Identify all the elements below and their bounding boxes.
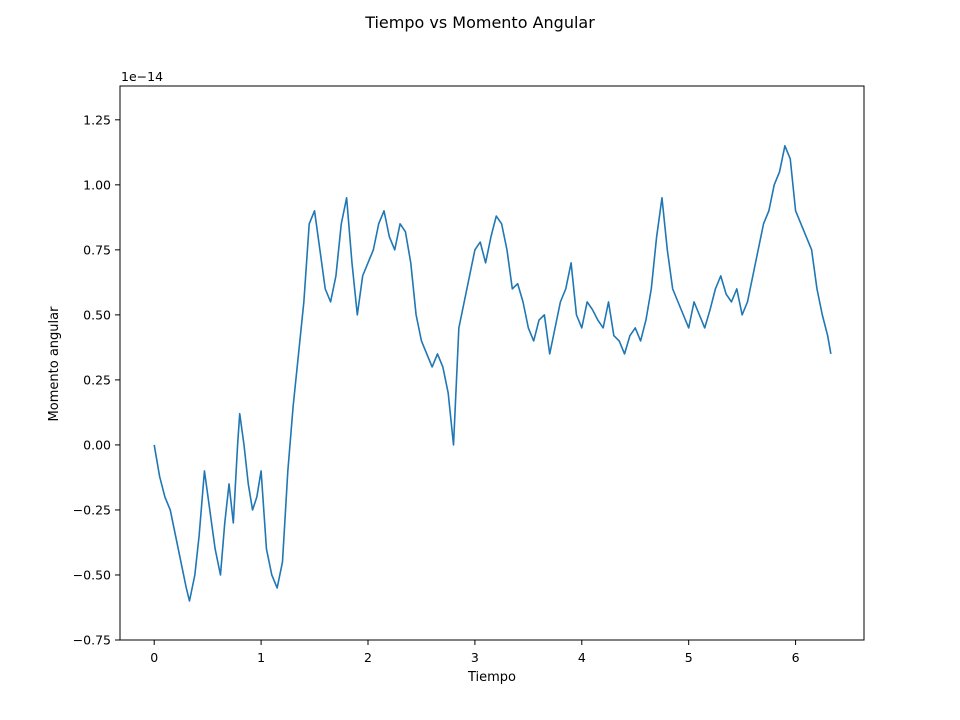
x-tick-label: 0 <box>150 650 158 665</box>
x-tick-label: 2 <box>364 650 372 665</box>
y-tick-label: 1.00 <box>83 177 111 192</box>
y-axis-title: Momento angular <box>47 306 62 422</box>
y-tick-label: −0.25 <box>73 502 111 517</box>
plot-area <box>119 85 865 641</box>
x-tick-label: 1 <box>257 650 265 665</box>
y-tick-label: 0.25 <box>83 372 111 387</box>
x-tick-label: 3 <box>471 650 479 665</box>
series-line <box>153 145 832 602</box>
y-tick-label: 0.00 <box>83 437 111 452</box>
y-tick-label: 0.50 <box>83 307 111 322</box>
y-tick-label: −0.75 <box>73 633 111 648</box>
y-tick-label: −0.50 <box>73 567 111 582</box>
x-tick-label: 5 <box>685 650 693 665</box>
y-tick-label: 1.25 <box>83 112 111 127</box>
x-axis: 0 1 2 3 4 5 6 <box>150 640 800 665</box>
x-tick-label: 6 <box>792 650 800 665</box>
x-tick-label: 4 <box>578 650 586 665</box>
y-tick-label: 0.75 <box>83 242 111 257</box>
x-axis-title: Tiempo <box>467 670 516 685</box>
chart-title: Tiempo vs Momento Angular <box>364 13 595 32</box>
plot-frame <box>119 85 865 641</box>
y-axis: −0.75 −0.50 −0.25 0.00 0.25 0.50 0.75 1.00 1.25 <box>73 112 120 648</box>
y-offset-label: 1e−14 <box>121 69 163 84</box>
